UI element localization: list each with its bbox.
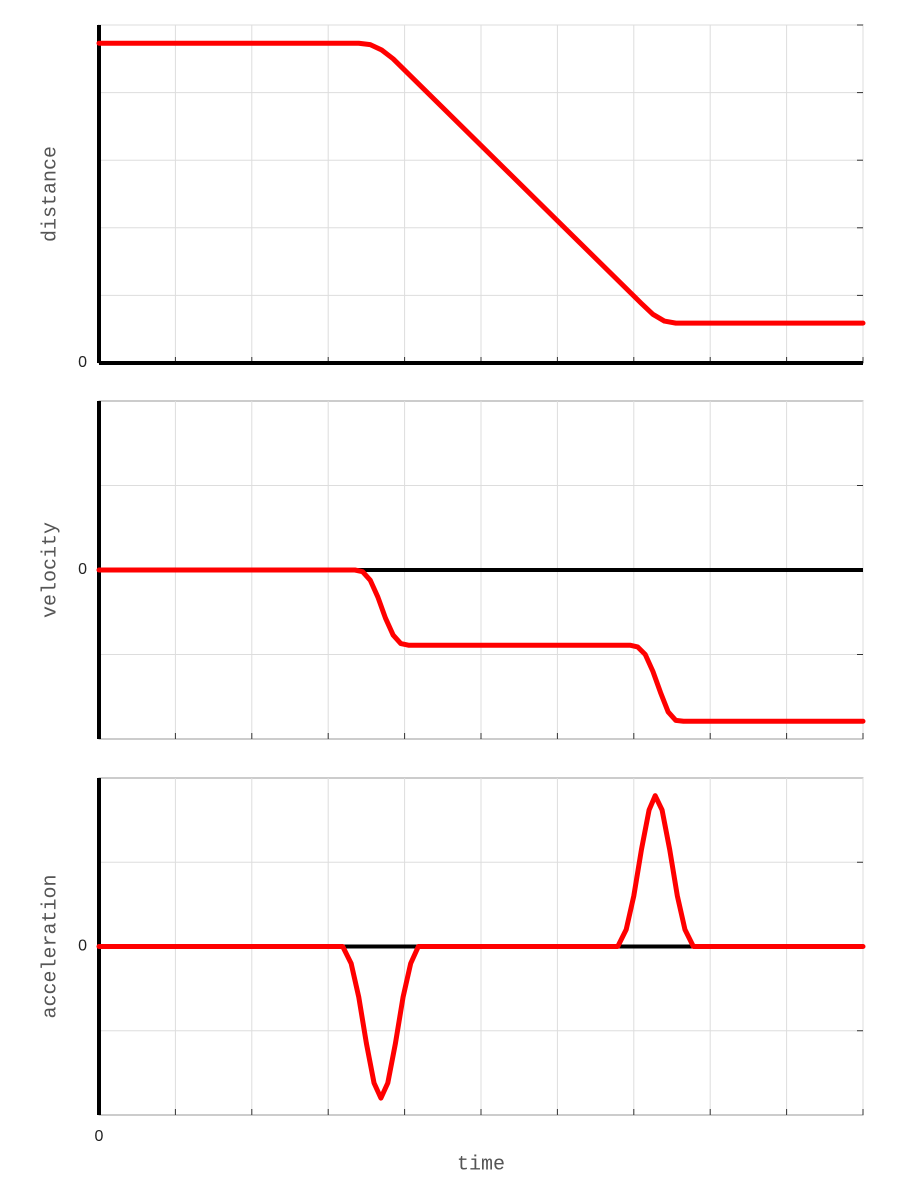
data-line [96,40,866,326]
data-line [96,567,866,724]
y-axis-label: distance [39,146,62,242]
x-tick-label: 0 [95,1128,104,1145]
y-tick-label: 0 [78,938,87,955]
x-axis-label: time [457,1153,505,1176]
y-tick-label: 0 [78,561,87,578]
y-tick-label: 0 [78,354,87,371]
data-line [96,793,866,1101]
y-axis-label: velocity [39,522,62,618]
y-axis-label: acceleration [39,874,62,1018]
